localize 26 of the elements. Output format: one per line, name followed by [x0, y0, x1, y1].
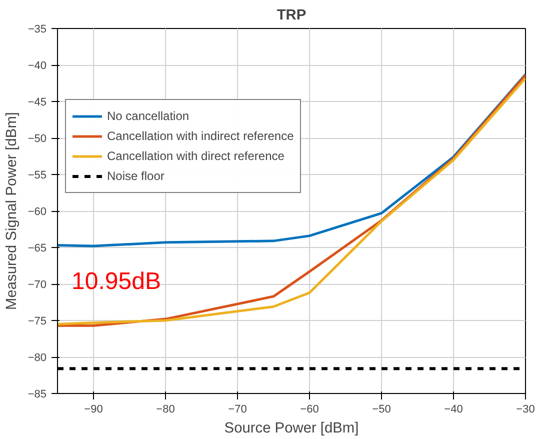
x-tick-label: −90 — [84, 404, 103, 416]
annotation: 10.95dB — [72, 268, 161, 295]
x-tick-label: −80 — [156, 404, 175, 416]
y-tick-label: −65 — [28, 242, 47, 254]
x-tick-label: −30 — [516, 404, 535, 416]
x-tick-label: −70 — [228, 404, 247, 416]
y-tick-label: −55 — [28, 170, 47, 182]
legend-label: No cancellation — [107, 109, 190, 123]
y-axis-title: Measured Signal Power [dBm] — [4, 112, 20, 310]
y-tick-label: −40 — [28, 60, 47, 72]
y-tick-label: −35 — [28, 24, 47, 36]
y-tick-label: −60 — [28, 206, 47, 218]
y-tick-label: −45 — [28, 96, 47, 108]
x-tick-label: −50 — [372, 404, 391, 416]
x-axis-title: Source Power [dBm] — [224, 420, 359, 436]
y-tick-label: −75 — [28, 316, 47, 328]
legend-label: Cancellation with direct reference — [107, 149, 284, 163]
x-tick-label: −60 — [300, 404, 319, 416]
y-tick-label: −70 — [28, 279, 47, 291]
y-tick-label: −85 — [28, 388, 47, 400]
x-tick-label: −40 — [444, 404, 463, 416]
legend-label: Cancellation with indirect reference — [107, 129, 294, 143]
y-tick-label: −50 — [28, 133, 47, 145]
legend-label: Noise floor — [107, 169, 164, 183]
chart-title: TRP — [276, 8, 306, 24]
y-tick-label: −80 — [28, 352, 47, 364]
